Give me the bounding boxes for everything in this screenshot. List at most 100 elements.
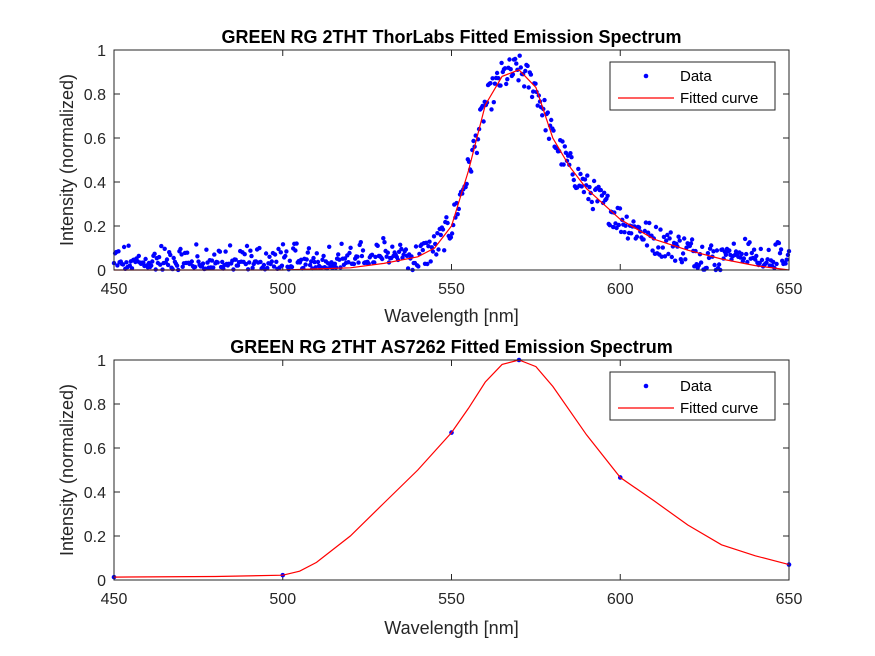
data-point	[223, 249, 228, 254]
data-point	[698, 260, 704, 265]
data-point	[688, 241, 694, 246]
data-point	[749, 250, 754, 256]
data-point	[385, 250, 390, 255]
data-point	[658, 227, 663, 232]
data-point	[347, 250, 352, 256]
data-point	[469, 169, 474, 174]
data-point	[217, 249, 223, 254]
data-point	[271, 264, 277, 269]
data-point	[634, 234, 640, 239]
data-point	[579, 184, 584, 189]
data-point	[399, 246, 404, 252]
data-point	[758, 246, 763, 252]
y-tick-label: 0	[97, 573, 106, 590]
data-point	[607, 223, 612, 228]
data-point	[346, 260, 351, 265]
axes-box	[113, 359, 790, 581]
data-point	[490, 76, 495, 81]
data-point	[449, 231, 455, 236]
data-point	[533, 81, 538, 86]
data-point	[642, 228, 647, 234]
data-point	[679, 260, 685, 265]
data-point	[278, 250, 283, 255]
data-point	[517, 53, 522, 58]
data-point	[355, 254, 360, 259]
data-point	[390, 244, 395, 249]
data-point	[549, 117, 554, 123]
data-point	[677, 238, 682, 243]
data-point	[194, 242, 199, 247]
data-point	[581, 189, 587, 195]
legend: Data Fitted curve	[609, 61, 776, 111]
data-point	[116, 249, 121, 254]
data-point	[180, 264, 185, 269]
data-point	[568, 151, 573, 156]
data-point	[293, 248, 298, 253]
data-point	[152, 251, 157, 256]
data-point	[666, 251, 671, 257]
data-point	[505, 77, 510, 82]
data-point	[542, 97, 547, 103]
data-point	[215, 260, 220, 265]
legend-box	[609, 371, 776, 421]
x-tick-label: 450	[101, 591, 128, 608]
data-point	[168, 252, 173, 258]
fitted-curve-line	[114, 69, 790, 271]
data-point	[474, 150, 480, 156]
data-point	[359, 253, 365, 259]
data-point	[279, 263, 285, 268]
data-point	[339, 241, 344, 246]
data-point	[430, 249, 436, 254]
data-point	[269, 259, 274, 264]
data-point	[276, 246, 281, 252]
data-point	[611, 224, 616, 230]
data-point	[551, 128, 556, 133]
data-point	[502, 66, 508, 71]
data-point	[158, 262, 163, 267]
x-tick-label: 600	[607, 591, 634, 608]
data-point	[257, 245, 262, 251]
data-point	[120, 262, 126, 267]
data-point	[624, 214, 629, 219]
data-point	[332, 261, 338, 266]
data-point	[525, 63, 530, 69]
data-point	[162, 246, 167, 251]
data-point	[372, 260, 377, 265]
data-point	[586, 196, 591, 202]
data-point	[535, 103, 540, 108]
data-point	[704, 265, 709, 271]
data-point	[645, 230, 651, 235]
data-point	[682, 236, 687, 241]
data-point	[546, 136, 552, 141]
data-point	[705, 251, 711, 256]
data-point	[444, 215, 449, 220]
data-point	[754, 253, 759, 259]
data-point	[263, 251, 269, 256]
legend: Data Fitted curve	[609, 371, 776, 421]
data-point	[336, 252, 341, 257]
data-point	[514, 61, 519, 66]
data-point	[165, 262, 171, 268]
data-point	[480, 103, 485, 109]
data-point	[629, 231, 634, 236]
data-point	[661, 234, 667, 240]
data-point	[665, 232, 670, 238]
y-tick-label: 0.2	[84, 219, 106, 236]
data-point	[200, 261, 206, 266]
data-point	[413, 244, 419, 249]
data-point	[178, 246, 183, 252]
data-point	[489, 107, 494, 112]
data-point	[582, 177, 588, 182]
y-axis-label: Intensity (normalized)	[57, 384, 77, 556]
data-point	[280, 242, 286, 247]
data-point	[494, 70, 500, 76]
chart-title: GREEN RG 2THT ThorLabs Fitted Emission S…	[221, 27, 681, 47]
data-point	[311, 255, 316, 261]
data-point	[731, 241, 736, 246]
data-point	[327, 244, 332, 249]
data-point	[333, 265, 339, 270]
data-point	[727, 248, 732, 253]
data-point	[650, 248, 655, 253]
data-point	[516, 78, 521, 83]
data-point	[196, 259, 201, 264]
